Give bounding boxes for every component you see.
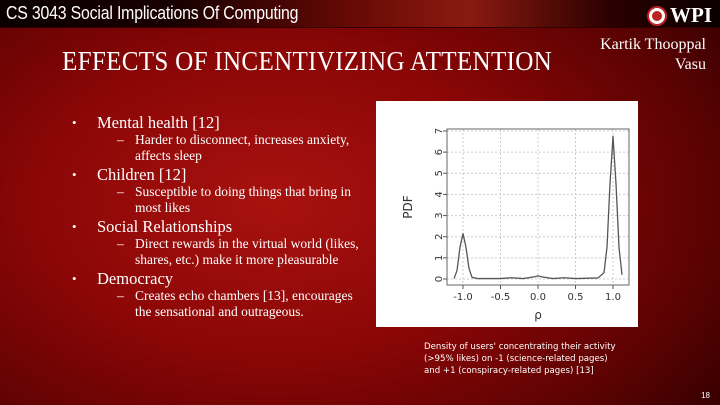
sub-bullet: – Susceptible to doing things that bring … (117, 184, 351, 215)
sub-bullet: – Creates echo chambers [13], encourages … (117, 288, 353, 319)
density-curve (453, 135, 623, 280)
slide-title: EFFECTS OF INCENTIVIZING ATTENTION (62, 46, 553, 76)
density-chart: -1.0 -0.5 0.0 0.5 1.0 0 1 2 3 4 5 6 7 ρ PDF (401, 128, 630, 322)
sub-bullet-text: Harder to disconnect, increases anxiety,… (135, 132, 350, 163)
y-tick-label: 3 (434, 212, 445, 218)
y-tick-label: 4 (434, 191, 445, 197)
sub-bullet: – Direct rewards in the virtual world (li… (117, 236, 359, 267)
course-title: CS 3043 Social Implications Of Computing (6, 3, 299, 23)
x-tick-label: -0.5 (491, 292, 511, 303)
bullet-label: Mental health [12] (97, 113, 220, 132)
density-chart-image: -1.0 -0.5 0.0 0.5 1.0 0 1 2 3 4 5 6 7 ρ PDF (376, 101, 638, 327)
sub-bullet-text: Creates echo chambers [13], encourages t… (135, 288, 353, 319)
y-axis-label: PDF (401, 195, 415, 218)
y-tick-label: 5 (434, 170, 445, 176)
y-tick-label: 2 (434, 234, 445, 240)
y-tick-label: 1 (434, 255, 445, 261)
author-line: Kartik Thooppal (600, 36, 706, 53)
bullet-item: • Democracy – Creates echo chambers [13], … (72, 269, 372, 320)
author: Kartik Thooppal Vasu (600, 35, 706, 75)
seal-icon (647, 5, 667, 26)
page-number: 18 (701, 391, 710, 400)
y-tick-label: 0 (434, 276, 445, 282)
header-bar: CS 3043 Social Implications Of Computing… (0, 0, 720, 28)
bullet-label: Democracy (97, 269, 174, 288)
author-line: Vasu (674, 56, 706, 73)
y-tick-label: 6 (434, 149, 445, 155)
plot-frame (446, 128, 630, 286)
x-tick-label: 1.0 (605, 292, 621, 303)
bullet-icon: • (72, 219, 77, 234)
x-axis-label: ρ (534, 308, 542, 322)
bullet-icon: • (72, 271, 77, 286)
bullet-item: • Social Relationships – Direct rewards in… (72, 217, 372, 268)
sub-bullet: – Harder to disconnect, increases anxiety… (117, 132, 350, 163)
x-tick-label: -1.0 (453, 292, 473, 303)
bullet-item: • Mental health [12] – Harder to disconnec… (72, 113, 372, 164)
bullet-list: • Mental health [12] – Harder to disconnec… (72, 113, 372, 321)
x-tick-label: 0.0 (530, 292, 546, 303)
chart-caption: Density of users' concentrating their ac… (424, 342, 616, 376)
sub-bullet-text: Susceptible to doing things that bring i… (135, 184, 351, 215)
sub-bullet-text: Direct rewards in the virtual world (lik… (135, 236, 359, 267)
bullet-label: Social Relationships (97, 217, 233, 236)
wpi-logo: WPI (647, 3, 712, 28)
bullet-item: • Children [12] – Susceptible to doing thi… (72, 165, 372, 216)
bullet-icon: • (72, 115, 77, 130)
x-tick-label: 0.5 (568, 292, 584, 303)
logo-text: WPI (670, 3, 712, 27)
y-tick-label: 7 (434, 128, 445, 134)
bullet-label: Children [12] (97, 165, 187, 184)
bullet-icon: • (72, 167, 77, 182)
